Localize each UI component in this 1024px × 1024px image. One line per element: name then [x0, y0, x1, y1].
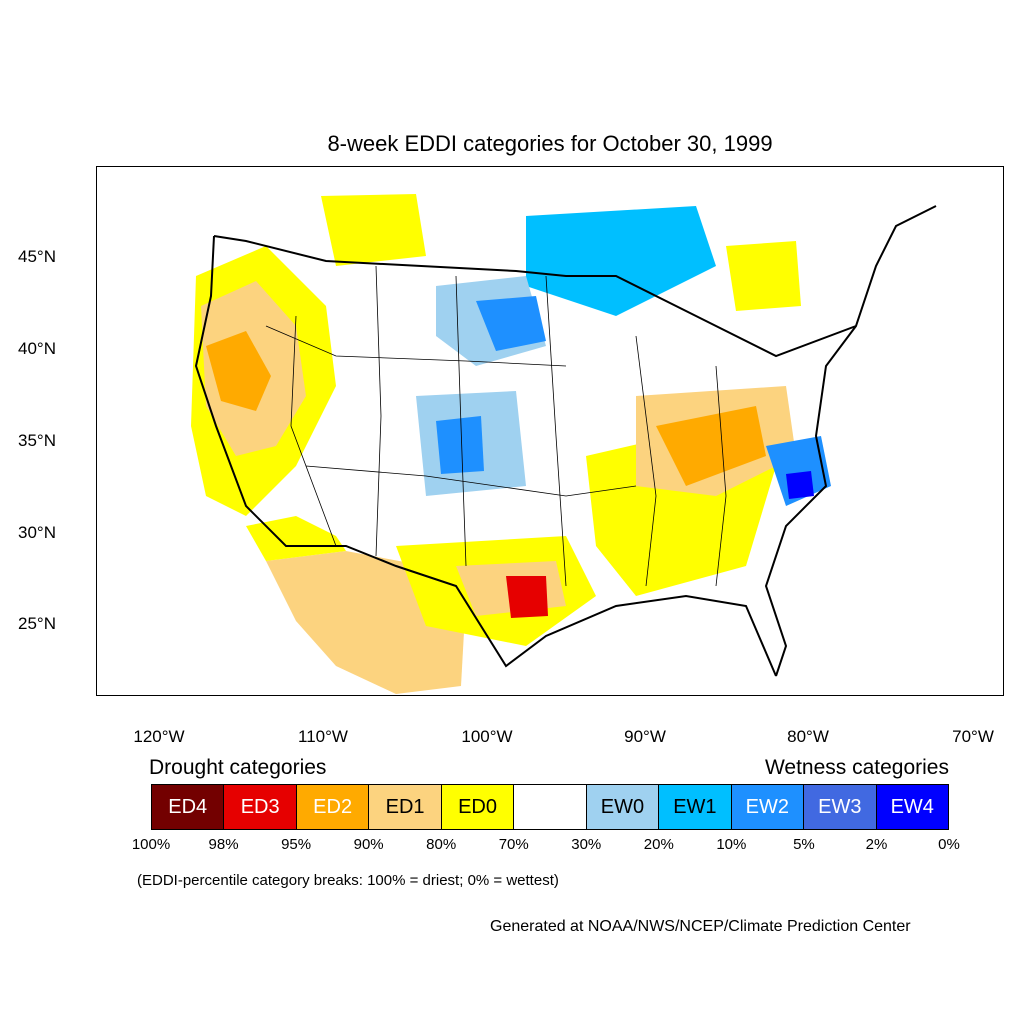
legend-break-label: 95%: [281, 836, 312, 853]
legend-break-label: 10%: [716, 836, 747, 853]
legend-break-label: 0%: [938, 836, 960, 853]
lon-label-120: 120°W: [133, 727, 185, 746]
state-lines: [265, 265, 727, 587]
patch-ew2-carolinas: [766, 436, 831, 506]
legend-break-label: 70%: [498, 836, 529, 853]
legend-break-label: 5%: [793, 836, 815, 853]
credit: Generated at NOAA/NWS/NCEP/Climate Predi…: [490, 918, 911, 935]
legend-cell-ew0: EW0: [586, 785, 660, 829]
drought-heading: Drought categories: [149, 756, 327, 779]
lat-label-30: 30°N: [18, 523, 56, 542]
patch-ed2-ohio-valley: [656, 406, 766, 486]
us-outline: [194, 205, 937, 677]
wetness-heading: Wetness categories: [764, 756, 949, 779]
patch-ed3-texas: [506, 576, 548, 618]
legend-cell-ew3: EW3: [804, 785, 877, 829]
legend-cell-ew4: EW4: [876, 785, 948, 829]
legend-break-label: 100%: [131, 836, 171, 853]
lat-label-40: 40°N: [18, 339, 56, 358]
eddi-map: [96, 166, 1004, 696]
category-patches: [191, 194, 831, 694]
patch-ew4-carolinas: [786, 471, 814, 499]
lat-label-45: 45°N: [18, 247, 56, 266]
legend-cell-ed3: ED3: [224, 785, 297, 829]
legend-cell-ed1: ED1: [369, 785, 442, 829]
lon-label-100: 100°W: [461, 727, 513, 746]
lat-label-25: 25°N: [18, 614, 56, 633]
legend-break-label: 2%: [865, 836, 888, 853]
legend-cell-neutral: [514, 785, 587, 829]
patch-ed0-southwest: [246, 516, 346, 561]
legend-bar: ED4 ED3 ED2 ED1 ED0 EW0 EW1 EW2 EW3 EW4: [151, 784, 949, 830]
legend-cell-ew2: EW2: [731, 785, 805, 829]
patch-ew1-north: [526, 206, 716, 316]
breaks-note: (EDDI-percentile category breaks: 100% =…: [137, 872, 559, 889]
lon-label-110: 110°W: [298, 727, 348, 746]
map-title: 8-week EDDI categories for October 30, 1…: [327, 131, 773, 156]
legend-cell-ed4: ED4: [152, 785, 225, 829]
patch-ew2-dakota: [476, 296, 546, 351]
lon-label-80: 80°W: [787, 727, 829, 746]
legend-break-label: 90%: [353, 836, 384, 853]
patch-ed0-northeast: [726, 241, 801, 311]
legend-cell-ed2: ED2: [296, 785, 370, 829]
legend-break-label: 20%: [643, 836, 674, 853]
legend-cell-ew1: EW1: [659, 785, 732, 829]
patch-ed2-west: [206, 331, 271, 411]
lon-label-90: 90°W: [624, 727, 666, 746]
lon-label-70: 70°W: [952, 727, 994, 746]
legend-cell-ed0: ED0: [441, 785, 515, 829]
legend-break-label: 30%: [571, 836, 602, 853]
lat-label-35: 35°N: [18, 431, 56, 450]
patch-ed0-montana: [321, 194, 426, 266]
legend-break-label: 98%: [208, 836, 239, 853]
patch-ew2-kansas-core: [436, 416, 484, 474]
legend-break-label: 80%: [426, 836, 457, 853]
